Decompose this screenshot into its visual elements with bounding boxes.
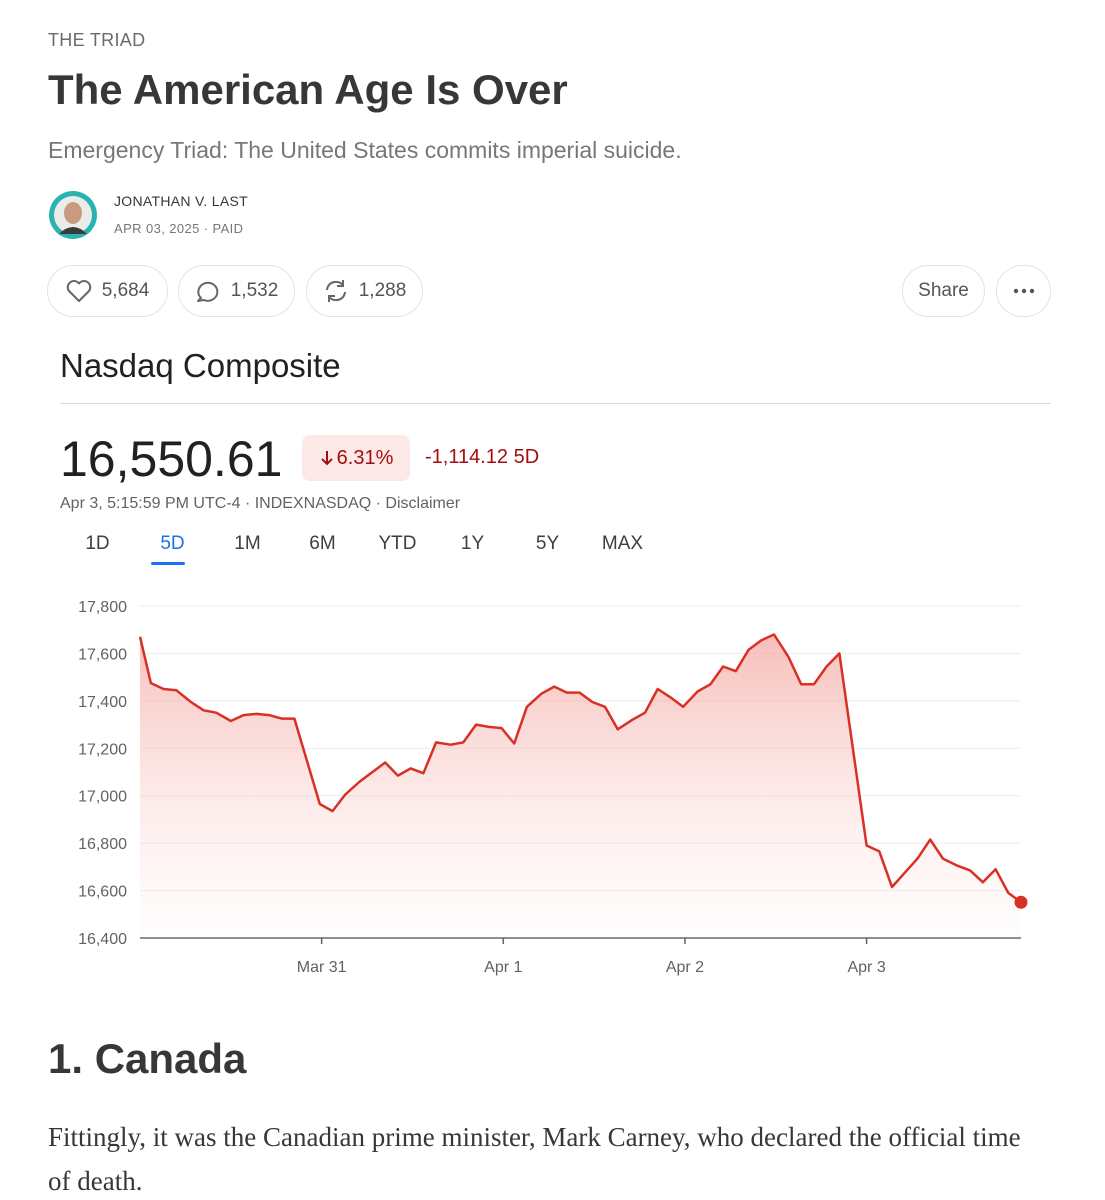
line xyxy=(138,633,1022,904)
restack-button[interactable]: 1,288 xyxy=(306,265,423,317)
divider xyxy=(60,403,1051,404)
range-tab[interactable]: 1Y xyxy=(460,533,485,554)
more-button[interactable] xyxy=(996,265,1051,317)
restack-count: 1,288 xyxy=(358,280,407,301)
section-heading: 1. Canada xyxy=(48,1035,247,1082)
avatar[interactable] xyxy=(48,190,98,240)
x-tick-label: Apr 1 xyxy=(484,959,522,976)
heart-icon xyxy=(66,280,91,302)
comment-count: 1,532 xyxy=(230,280,279,301)
paragraph: Fittingly, it was the Canadian prime min… xyxy=(48,1122,1021,1196)
restack-icon xyxy=(325,280,346,302)
article-title: The American Age Is Over xyxy=(48,66,568,113)
y-tick-label: 17,800 xyxy=(78,599,127,616)
more-icon xyxy=(1013,288,1034,294)
x-tick-label: Mar 31 xyxy=(297,959,347,976)
y-tick-label: 17,600 xyxy=(78,646,127,663)
chart: 16,400 16,600 16,800 17,000 17,200 17,400 17,6… xyxy=(78,599,1028,976)
y-tick-label: 16,600 xyxy=(78,884,127,901)
change-percent: 6.31% xyxy=(336,446,394,469)
author[interactable]: JONATHAN V. LAST xyxy=(114,193,248,209)
x-tick-label: Apr 3 xyxy=(847,959,885,976)
comment-icon xyxy=(196,281,219,302)
price: 16,550.61 xyxy=(60,431,283,487)
change-amount: -1,114.12 5D xyxy=(425,446,540,468)
y-tick-label: 17,400 xyxy=(78,694,127,711)
range-tab[interactable]: MAX xyxy=(601,533,644,554)
y-tick-label: 16,800 xyxy=(78,836,127,853)
y-tick-label: 16,400 xyxy=(78,931,127,948)
y-tick-label: 17,200 xyxy=(78,741,127,758)
quote-meta: Apr 3, 5:15:59 PM UTC-4 · INDEXNASDAQ · … xyxy=(60,495,461,512)
last-point xyxy=(1014,895,1028,909)
like-button[interactable]: 5,684 xyxy=(47,265,168,317)
range-tabs: 1D 5D 1M 6M YTD 1Y 5Y MAX xyxy=(60,533,660,565)
chart-title: Nasdaq Composite xyxy=(60,347,341,384)
range-tab[interactable]: 1D xyxy=(85,533,110,554)
y-tick-label: 17,000 xyxy=(78,789,127,806)
range-tab[interactable]: 5Y xyxy=(535,533,560,554)
down-arrow xyxy=(320,451,333,466)
range-tab[interactable]: 1M xyxy=(234,533,261,554)
x-tick-label: Apr 2 xyxy=(666,959,704,976)
kicker[interactable]: THE TRIAD xyxy=(48,30,146,50)
post-meta: APR 03, 2025 · PAID xyxy=(114,221,244,236)
range-tab[interactable]: YTD xyxy=(378,533,417,554)
share-button[interactable]: Share xyxy=(902,265,985,317)
change-badge: 6.31% xyxy=(302,435,410,481)
area xyxy=(140,634,1021,938)
range-tab[interactable]: 5D xyxy=(135,533,210,565)
range-tab[interactable]: 6M xyxy=(309,533,336,554)
share-label: Share xyxy=(918,280,969,301)
subtitle: Emergency Triad: The United States commi… xyxy=(48,137,682,163)
like-count: 5,684 xyxy=(101,280,150,301)
comment-button[interactable]: 1,532 xyxy=(178,265,295,317)
